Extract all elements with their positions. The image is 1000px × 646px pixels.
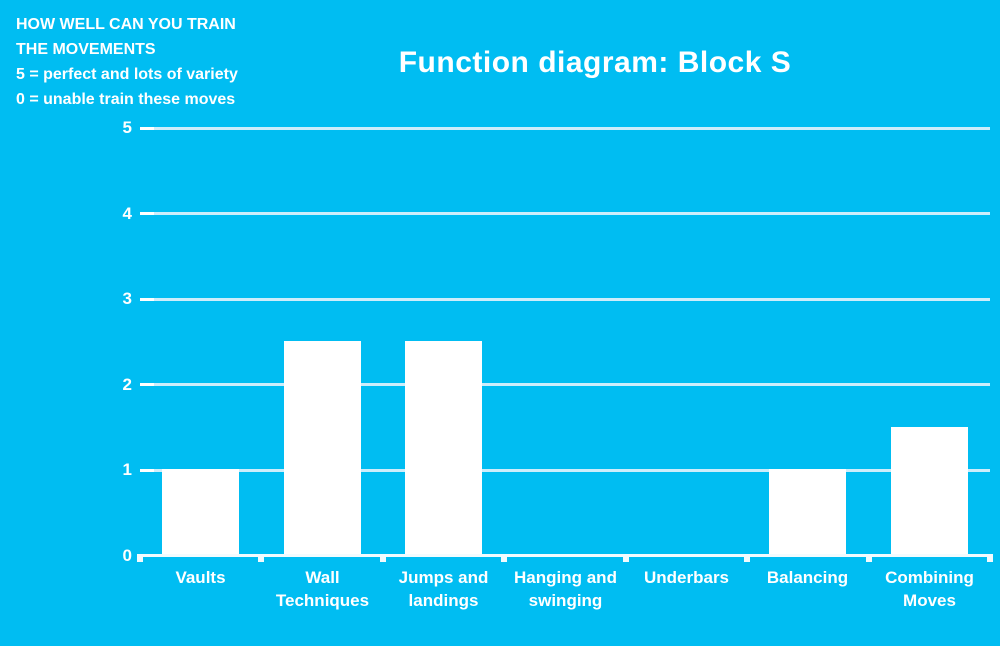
gridline-2 (140, 383, 990, 387)
y-tick-label-3: 3 (122, 289, 132, 309)
y-tick-label-5: 5 (122, 118, 132, 137)
chart-note: HOW WELL CAN YOU TRAIN THE MOVEMENTS 5 =… (16, 16, 238, 108)
x-axis-tick-5 (744, 554, 751, 562)
bar-combining-moves (891, 426, 968, 555)
x-axis-tick-7 (987, 554, 993, 562)
x-category-label-1: Vaults (175, 568, 226, 587)
x-axis-line (140, 554, 990, 557)
plot-area (137, 126, 993, 562)
y-tick-1 (140, 468, 154, 472)
x-category-label-2: Wall Techniques (275, 568, 370, 610)
chart-title: Function diagram: Block S (398, 46, 792, 79)
x-axis-tick-4 (622, 554, 629, 562)
x-category-label-3: Jumps and landings (398, 568, 489, 610)
x-axis-labels: Vaults Wall Techniques Jumps and landings H… (140, 566, 990, 626)
y-tick-2 (140, 383, 154, 387)
bar-balancing (769, 469, 846, 555)
y-axis-labels: 0 1 2 3 4 5 (0, 118, 132, 565)
bar-vaults (162, 469, 239, 555)
gridline-5 (140, 126, 990, 130)
x-category-label-7: Combining Moves (885, 568, 974, 610)
x-axis-tick-3 (501, 554, 508, 562)
gridline-1 (140, 468, 990, 472)
y-tick-label-1: 1 (122, 460, 132, 480)
y-tick-label-2: 2 (122, 374, 132, 394)
x-category-label-5: Underbars (643, 568, 730, 587)
bar-wall-techniques (284, 341, 361, 555)
bar-jumps-and-landings (405, 341, 482, 555)
y-tick-4 (140, 212, 154, 216)
x-category-label-4: Hanging and swinging (514, 568, 617, 610)
x-axis-tick-6 (865, 554, 872, 562)
y-tick-3 (140, 297, 154, 301)
x-axis-tick-0 (137, 554, 143, 562)
y-tick-label-0: 0 (122, 546, 132, 565)
y-tick-label-4: 4 (122, 203, 132, 223)
gridline-3 (140, 297, 990, 301)
gridline-4 (140, 212, 990, 216)
x-axis-tick-2 (379, 554, 386, 562)
x-category-label-6: Balancing (766, 568, 849, 587)
x-axis-tick-1 (258, 554, 265, 562)
y-tick-5 (140, 126, 154, 130)
